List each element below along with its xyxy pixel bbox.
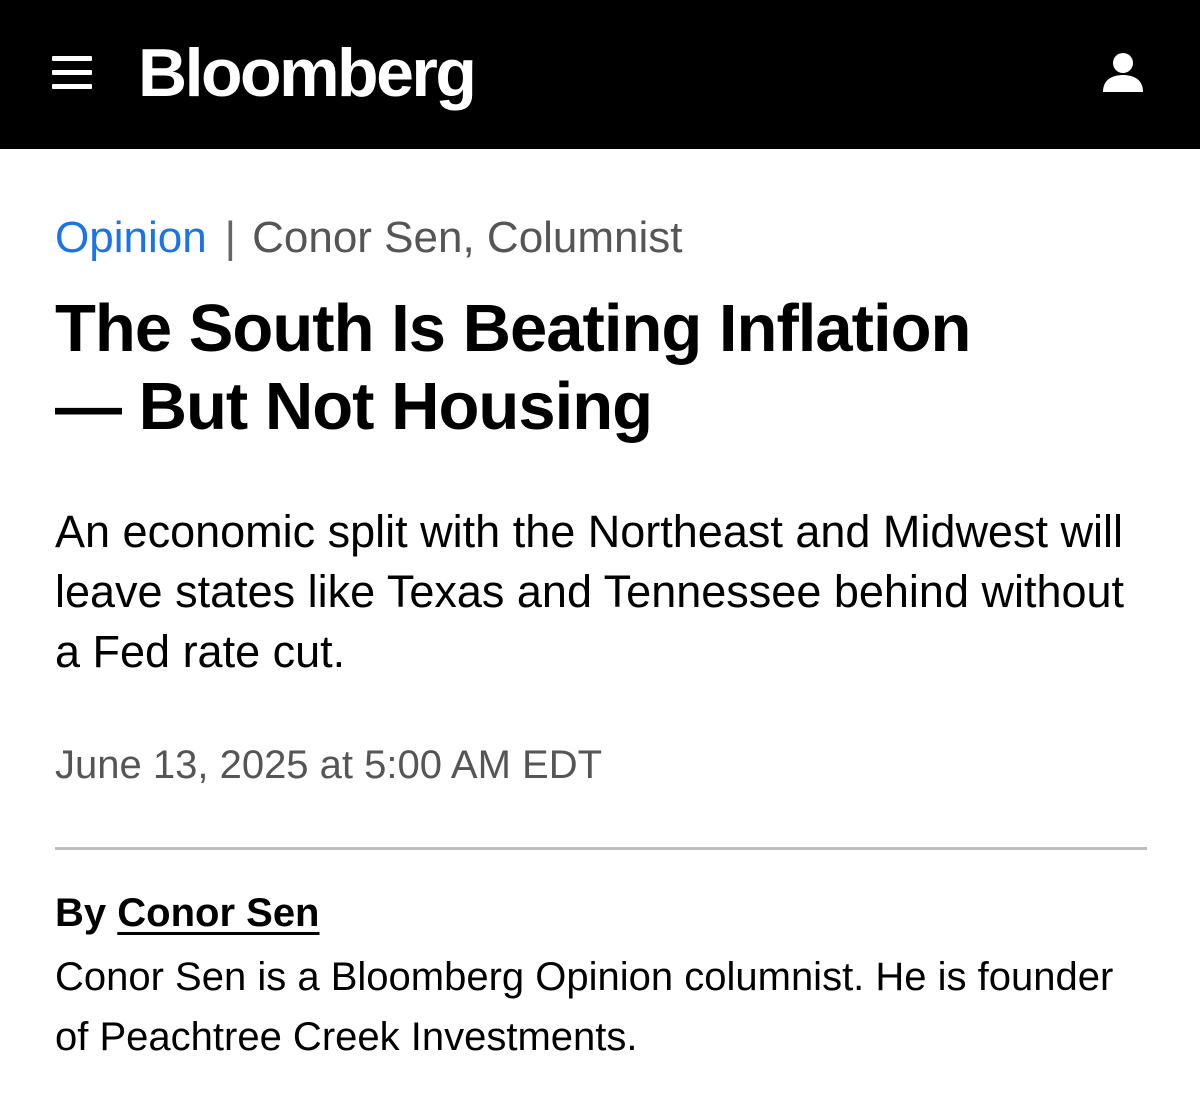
headline-line-1: The South Is Beating Inflation bbox=[55, 291, 971, 366]
byline: By Conor Sen bbox=[55, 885, 320, 941]
author-link[interactable]: Conor Sen bbox=[117, 891, 320, 935]
headline-line-2: — But Not Housing bbox=[55, 369, 653, 444]
byline-prefix: By bbox=[55, 891, 107, 935]
menu-bar-middle bbox=[52, 70, 92, 75]
bloomberg-logo[interactable]: Bloomberg bbox=[138, 35, 477, 111]
article-kicker: Opinion | Conor Sen, Columnist bbox=[55, 208, 683, 268]
author-label: Conor Sen, Columnist bbox=[252, 213, 683, 262]
top-navigation-bar: Bloomberg bbox=[0, 0, 1200, 149]
article-dek: An economic split with the Northeast and… bbox=[55, 506, 1125, 677]
article-headline: The South Is Beating Inflation — But Not… bbox=[55, 290, 1147, 446]
menu-bar-bottom bbox=[52, 84, 92, 89]
section-link-opinion[interactable]: Opinion bbox=[55, 213, 207, 262]
menu-bar-top bbox=[52, 56, 92, 61]
user-account-icon[interactable] bbox=[1096, 46, 1150, 100]
kicker-separator: | bbox=[224, 213, 237, 262]
hamburger-menu-icon[interactable] bbox=[44, 46, 100, 102]
publish-timestamp: June 13, 2025 at 5:00 AM EDT bbox=[55, 743, 603, 787]
section-divider bbox=[55, 847, 1147, 850]
person-silhouette-icon bbox=[1103, 53, 1143, 92]
author-bio: Conor Sen is a Bloomberg Opinion columni… bbox=[55, 955, 1114, 1059]
